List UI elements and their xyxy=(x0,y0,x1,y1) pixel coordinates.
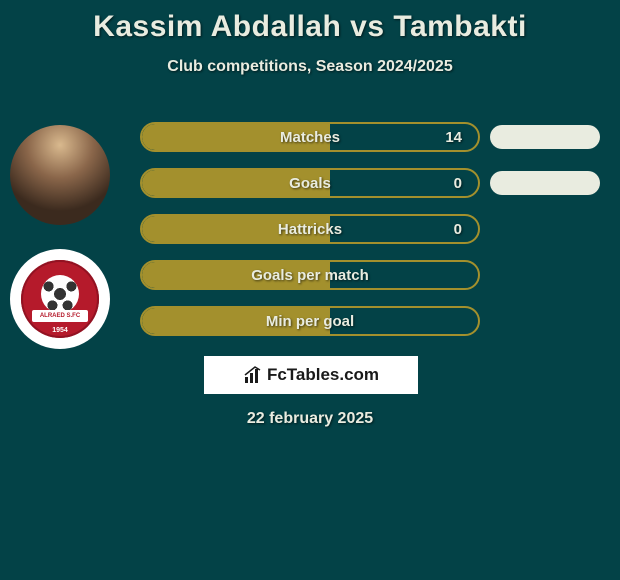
stat-value: 14 xyxy=(445,129,462,146)
logo-text: FcTables.com xyxy=(267,365,379,385)
mini-bars-column xyxy=(490,122,600,217)
stat-label: Min per goal xyxy=(266,313,354,330)
subtitle: Club competitions, Season 2024/2025 xyxy=(0,58,620,76)
stat-bar: Goals 0 xyxy=(140,168,480,198)
club-ribbon: ALRAED S.FC xyxy=(32,310,88,322)
club-year: 1954 xyxy=(52,327,68,334)
stat-bar: Matches 14 xyxy=(140,122,480,152)
stat-label: Matches xyxy=(280,129,340,146)
club-badge: ALRAED S.FC 1954 xyxy=(21,260,99,338)
stat-label: Goals per match xyxy=(251,267,369,284)
avatars-column: ALRAED S.FC 1954 xyxy=(10,125,110,373)
stat-label: Goals xyxy=(289,175,331,192)
chart-icon xyxy=(243,365,263,385)
page-title: Kassim Abdallah vs Tambakti xyxy=(0,0,620,44)
stats-column: Matches 14 Goals 0 Hattricks 0 Goals per match… xyxy=(140,122,480,352)
mini-bar xyxy=(490,171,600,195)
fctables-logo: FcTables.com xyxy=(204,356,418,394)
player1-avatar xyxy=(10,125,110,225)
stat-value: 0 xyxy=(454,221,462,238)
stat-label: Hattricks xyxy=(278,221,342,238)
date-text: 22 february 2025 xyxy=(0,410,620,428)
stat-bar: Hattricks 0 xyxy=(140,214,480,244)
mini-bar xyxy=(490,125,600,149)
stat-bar: Min per goal xyxy=(140,306,480,336)
soccer-ball-icon xyxy=(41,275,79,313)
stat-bar: Goals per match xyxy=(140,260,480,290)
stat-value: 0 xyxy=(454,175,462,192)
player2-avatar: ALRAED S.FC 1954 xyxy=(10,249,110,349)
